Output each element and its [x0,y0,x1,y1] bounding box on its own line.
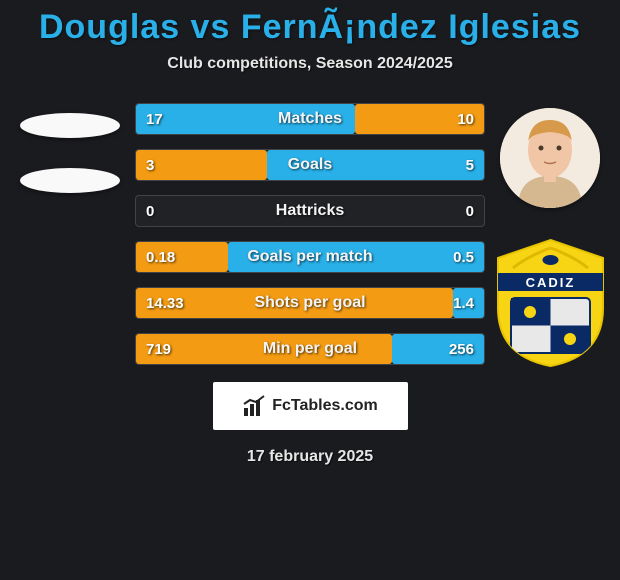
stat-row: 3 5 Goals [135,149,485,181]
date-text: 17 february 2025 [247,448,373,466]
right-column: CADIZ [495,103,605,368]
stat-value-right: 0 [466,203,474,220]
comparison-card: Douglas vs FernÃ¡ndez Iglesias Club comp… [0,0,620,580]
stat-label: Shots per goal [254,294,365,312]
stat-label: Hattricks [276,202,344,220]
stats-table: 17 10 Matches 3 5 Goals 0 0 Hattricks 0.18 0.5 Goal… [135,103,485,365]
stat-value-right: 256 [449,341,474,358]
svg-text:CADIZ: CADIZ [525,275,575,290]
stat-value-right: 5 [466,157,474,174]
stat-label: Goals per match [247,248,372,266]
chart-icon [242,394,266,418]
main-row: 17 10 Matches 3 5 Goals 0 0 Hattricks 0.18 0.5 Goal… [0,103,620,368]
stat-bar-left [136,150,267,180]
page-title: Douglas vs FernÃ¡ndez Iglesias [39,8,581,47]
stat-row: 14.33 1.4 Shots per goal [135,287,485,319]
cadiz-crest-icon: CADIZ [493,238,608,368]
left-player-placeholder-icon [20,113,120,138]
left-club-placeholder-icon [20,168,120,193]
left-column [15,103,125,193]
stat-value-left: 719 [146,341,171,358]
stat-value-left: 0 [146,203,154,220]
stat-row: 719 256 Min per goal [135,333,485,365]
right-player-photo [500,108,600,208]
stat-value-left: 17 [146,111,163,128]
stat-label: Goals [288,156,332,174]
stat-value-left: 3 [146,157,154,174]
right-club-crest: CADIZ [493,238,608,368]
stat-value-right: 0.5 [453,249,474,266]
stat-row: 0 0 Hattricks [135,195,485,227]
subtitle: Club competitions, Season 2024/2025 [167,55,452,73]
stat-row: 0.18 0.5 Goals per match [135,241,485,273]
stat-value-left: 0.18 [146,249,175,266]
branding-text: FcTables.com [272,397,378,415]
stat-value-right: 10 [457,111,474,128]
stat-row: 17 10 Matches [135,103,485,135]
stat-value-right: 1.4 [453,295,474,312]
player-face-icon [500,108,600,208]
stat-label: Min per goal [263,340,357,358]
stat-value-left: 14.33 [146,295,184,312]
branding-badge: FcTables.com [213,382,408,430]
stat-label: Matches [278,110,342,128]
